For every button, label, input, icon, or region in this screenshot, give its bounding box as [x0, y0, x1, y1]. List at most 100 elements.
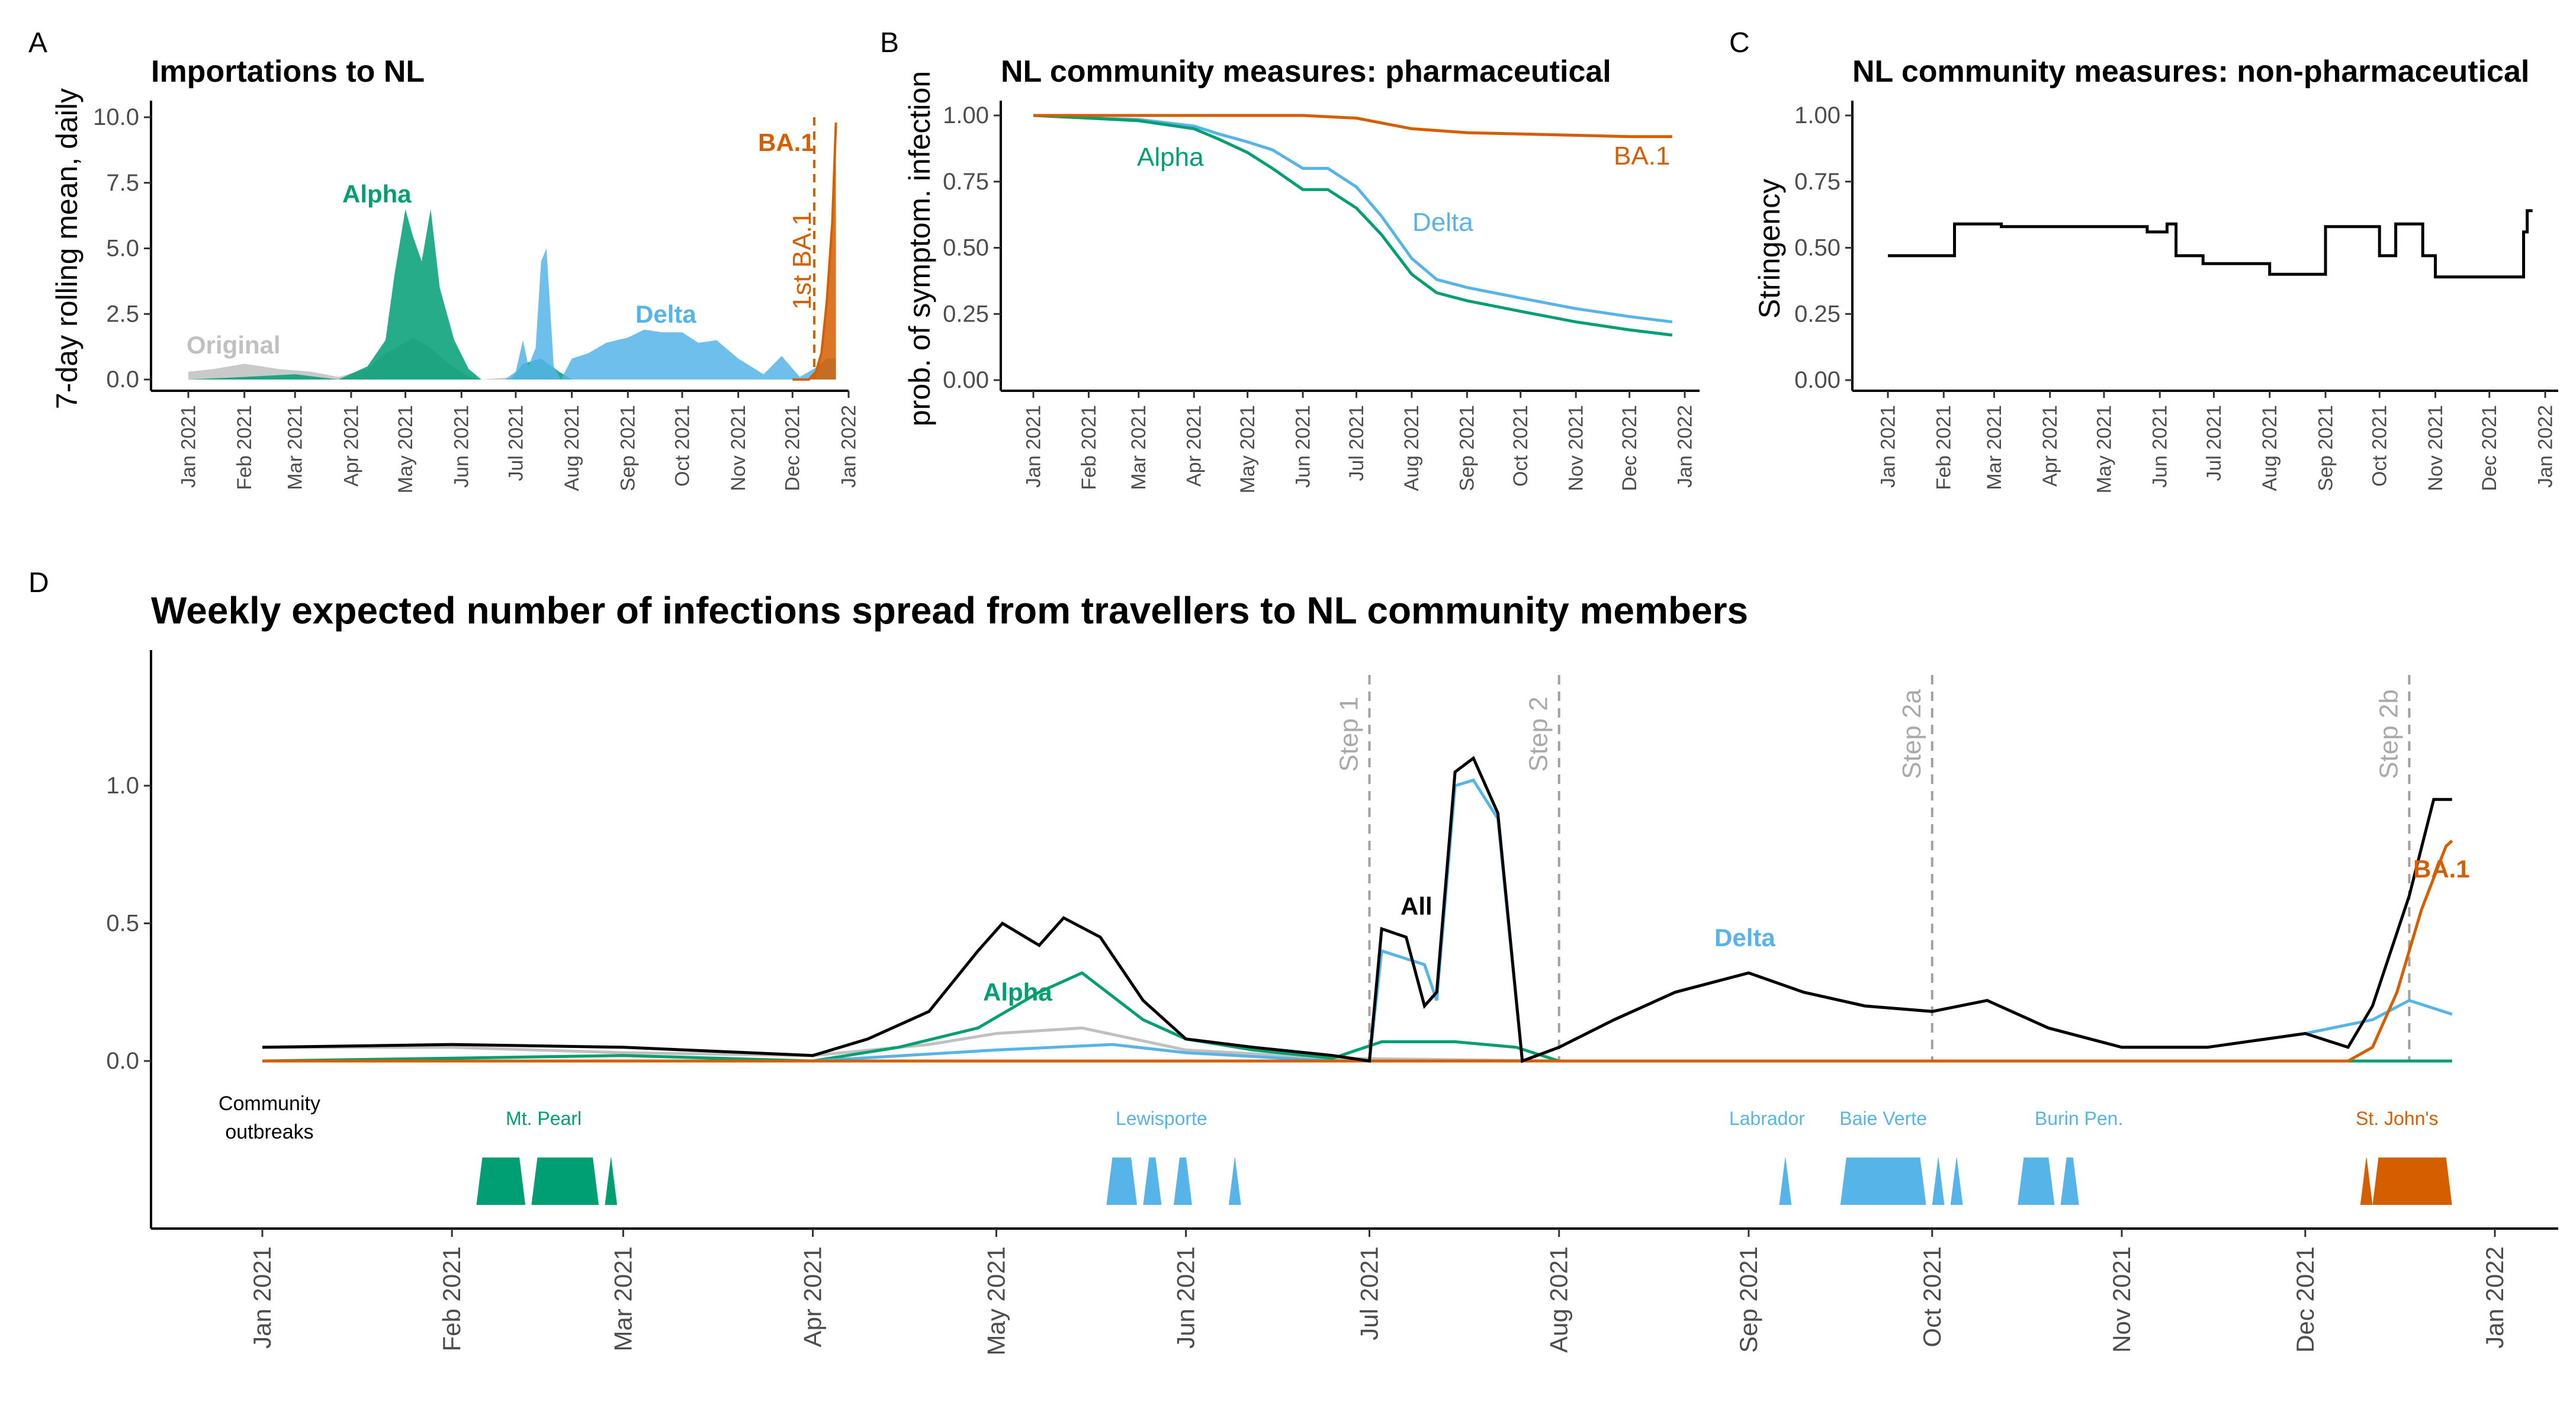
panel-d-x-tick-label: Sep 2021 — [1735, 1246, 1762, 1353]
panel-a-importations: A Importations to NL 7-day rolling mean, d… — [28, 27, 860, 493]
panel-c-x-tick-label: Aug 2021 — [2259, 405, 2281, 491]
panel-d-y-tick-label: 0.5 — [106, 911, 139, 937]
panel-b-x-tick-label: Mar 2021 — [1128, 405, 1150, 490]
panel-d-x-tick-label: Feb 2021 — [438, 1246, 465, 1351]
panel-c-x-tick-label: Apr 2021 — [2039, 405, 2061, 487]
panel-c-y-tick-label: 0.00 — [1794, 367, 1841, 393]
panel-b-x-tick-label: Aug 2021 — [1401, 405, 1423, 491]
panel-d-outbreak-bar — [2372, 1158, 2452, 1205]
panel-a-line-ba1 — [792, 122, 837, 381]
panel-a-x-tick-label: Mar 2021 — [284, 405, 307, 490]
panel-a-first-ba1-label: 1st BA.1 — [788, 211, 817, 310]
panel-letter-b: B — [880, 27, 899, 59]
panel-d-outbreak-label: St. John's — [2356, 1108, 2439, 1129]
panel-a-x-tick-label: Dec 2021 — [782, 405, 804, 491]
panel-a-x-tick-label: Jan 2021 — [177, 405, 200, 488]
panel-a-area-original — [188, 337, 836, 380]
panel-d-outbreak-bar — [1840, 1158, 1926, 1205]
panel-d-x-tick-label: Oct 2021 — [1918, 1246, 1946, 1347]
panel-d-x-tick-label: Jul 2021 — [1356, 1246, 1383, 1340]
panel-letter-d: D — [28, 567, 49, 599]
panel-d-outbreak-bar — [531, 1158, 599, 1205]
panel-a-y-tick-label: 2.5 — [106, 301, 139, 327]
panel-d-outbreak-bar — [605, 1158, 618, 1205]
panel-d-x-tick-label: Aug 2021 — [1545, 1246, 1573, 1353]
panel-d-outbreak-label: Baie Verte — [1839, 1108, 1927, 1129]
panel-b-y-tick-label: 0.25 — [943, 301, 989, 327]
panel-d-step-label: Step 1 — [1335, 696, 1364, 771]
panel-d-step-label: Step 2a — [1897, 689, 1926, 779]
panel-a-x-tick-label: Sep 2021 — [617, 405, 640, 491]
panel-d-x-tick-label: Apr 2021 — [799, 1246, 827, 1347]
panel-a-area-delta — [188, 248, 836, 380]
panel-c-x-tick-label: Mar 2021 — [1983, 405, 2006, 490]
panel-d-line-alpha — [262, 971, 2452, 1063]
panel-d-x-tick-label: Jun 2021 — [1172, 1246, 1200, 1349]
panel-b-x-tick-label: May 2021 — [1236, 405, 1259, 493]
panel-b-x-tick-label: Jan 2022 — [1674, 405, 1696, 488]
panel-c-y-tick-label: 0.75 — [1794, 169, 1841, 195]
panel-a-x-tick-label: Nov 2021 — [727, 405, 750, 491]
panel-b-x-tick-label: Nov 2021 — [1565, 405, 1587, 491]
panel-d-community-outbreaks-label: outbreaks — [225, 1121, 313, 1143]
panel-d-label-ba1: BA.1 — [2413, 855, 2470, 883]
panel-d-x-tick-label: Jan 2022 — [2481, 1246, 2508, 1349]
panel-d-outbreak-bar — [1228, 1158, 1241, 1205]
panel-c-y-axis-label: Stringency — [1753, 179, 1786, 319]
panel-a-x-tick-label: Jul 2021 — [505, 405, 527, 481]
panel-d-outbreak-bar — [2060, 1158, 2079, 1205]
panel-d-outbreak-bar — [1106, 1158, 1138, 1205]
panel-d-outbreak-bar — [1143, 1158, 1162, 1205]
panel-b-x-tick-label: Jul 2021 — [1345, 405, 1368, 481]
panel-d-x-tick-label: May 2021 — [982, 1246, 1010, 1355]
panel-c-x-tick-label: Feb 2021 — [1933, 405, 1955, 490]
panel-d-outbreak-label: Lewisporte — [1116, 1108, 1207, 1129]
panel-b-title: NL community measures: pharmaceutical — [1001, 54, 1611, 89]
panel-b-y-axis-label: prob. of symptom. infection — [903, 71, 936, 426]
panel-a-x-tick-label: Apr 2021 — [340, 405, 362, 487]
panel-c-x-tick-label: Jul 2021 — [2203, 405, 2225, 481]
panel-d-step-label: Step 2b — [2374, 689, 2403, 779]
panel-b-line-delta — [1033, 114, 1673, 324]
panel-d-y-tick-label: 0.0 — [106, 1048, 139, 1074]
panel-c-non-pharmaceutical-measures: C NL community measures: non-pharmaceutic… — [1729, 27, 2558, 493]
panel-d-community-outbreaks-label: Community — [219, 1092, 320, 1115]
panel-d-outbreak-label: Mt. Pearl — [506, 1108, 582, 1129]
panel-d-x-tick-label: Dec 2021 — [2291, 1246, 2319, 1353]
panel-d-outbreak-bar — [1932, 1158, 1945, 1205]
panel-c-x-tick-label: Sep 2021 — [2314, 405, 2337, 491]
panel-b-x-tick-label: Apr 2021 — [1183, 405, 1206, 487]
panel-d-x-tick-label: Nov 2021 — [2108, 1246, 2135, 1353]
panel-d-outbreak-bar — [2360, 1158, 2373, 1205]
panel-c-x-tick-label: Dec 2021 — [2478, 405, 2501, 491]
panel-letter-c: C — [1729, 27, 1750, 59]
panel-a-x-tick-label: Jun 2021 — [451, 405, 473, 488]
panel-c-line-stringency — [1888, 209, 2533, 279]
panel-a-area-alpha — [188, 209, 836, 380]
panel-a-y-tick-label: 0.0 — [106, 366, 139, 393]
panel-b-pharmaceutical-measures: B NL community measures: pharmaceutical pr… — [880, 27, 1700, 493]
panel-c-x-tick-label: Jan 2022 — [2534, 405, 2556, 488]
panel-b-label-alpha: Alpha — [1137, 143, 1204, 172]
panel-b-line-ba1 — [1033, 114, 1672, 139]
panel-a-y-axis-label: 7-day rolling mean, daily — [50, 88, 83, 409]
panel-d-line-original — [262, 1026, 2452, 1063]
panel-c-x-tick-label: Jun 2021 — [2149, 405, 2172, 488]
panel-d-x-tick-label: Mar 2021 — [609, 1246, 637, 1351]
panel-a-label-original: Original — [187, 331, 281, 359]
panel-b-x-tick-label: Jun 2021 — [1292, 405, 1314, 488]
panel-d-title: Weekly expected number of infections spr… — [151, 589, 1748, 632]
panel-d-line-ba1 — [262, 840, 2453, 1063]
panel-d-label-delta: Delta — [1714, 924, 1775, 951]
panel-d-line-delta — [262, 778, 2453, 1063]
panel-a-x-tick-label: Oct 2021 — [671, 405, 693, 487]
panel-b-label-ba1: BA.1 — [1614, 142, 1670, 171]
panel-b-y-tick-label: 1.00 — [943, 102, 989, 128]
panel-c-title: NL community measures: non-pharmaceutica… — [1852, 54, 2529, 89]
panel-a-y-tick-label: 5.0 — [106, 236, 139, 262]
panel-d-outbreak-bar — [476, 1158, 526, 1205]
panel-b-line-alpha — [1033, 114, 1673, 337]
panel-c-x-tick-label: Jan 2021 — [1877, 405, 1899, 488]
panel-c-x-tick-label: Oct 2021 — [2369, 405, 2391, 487]
